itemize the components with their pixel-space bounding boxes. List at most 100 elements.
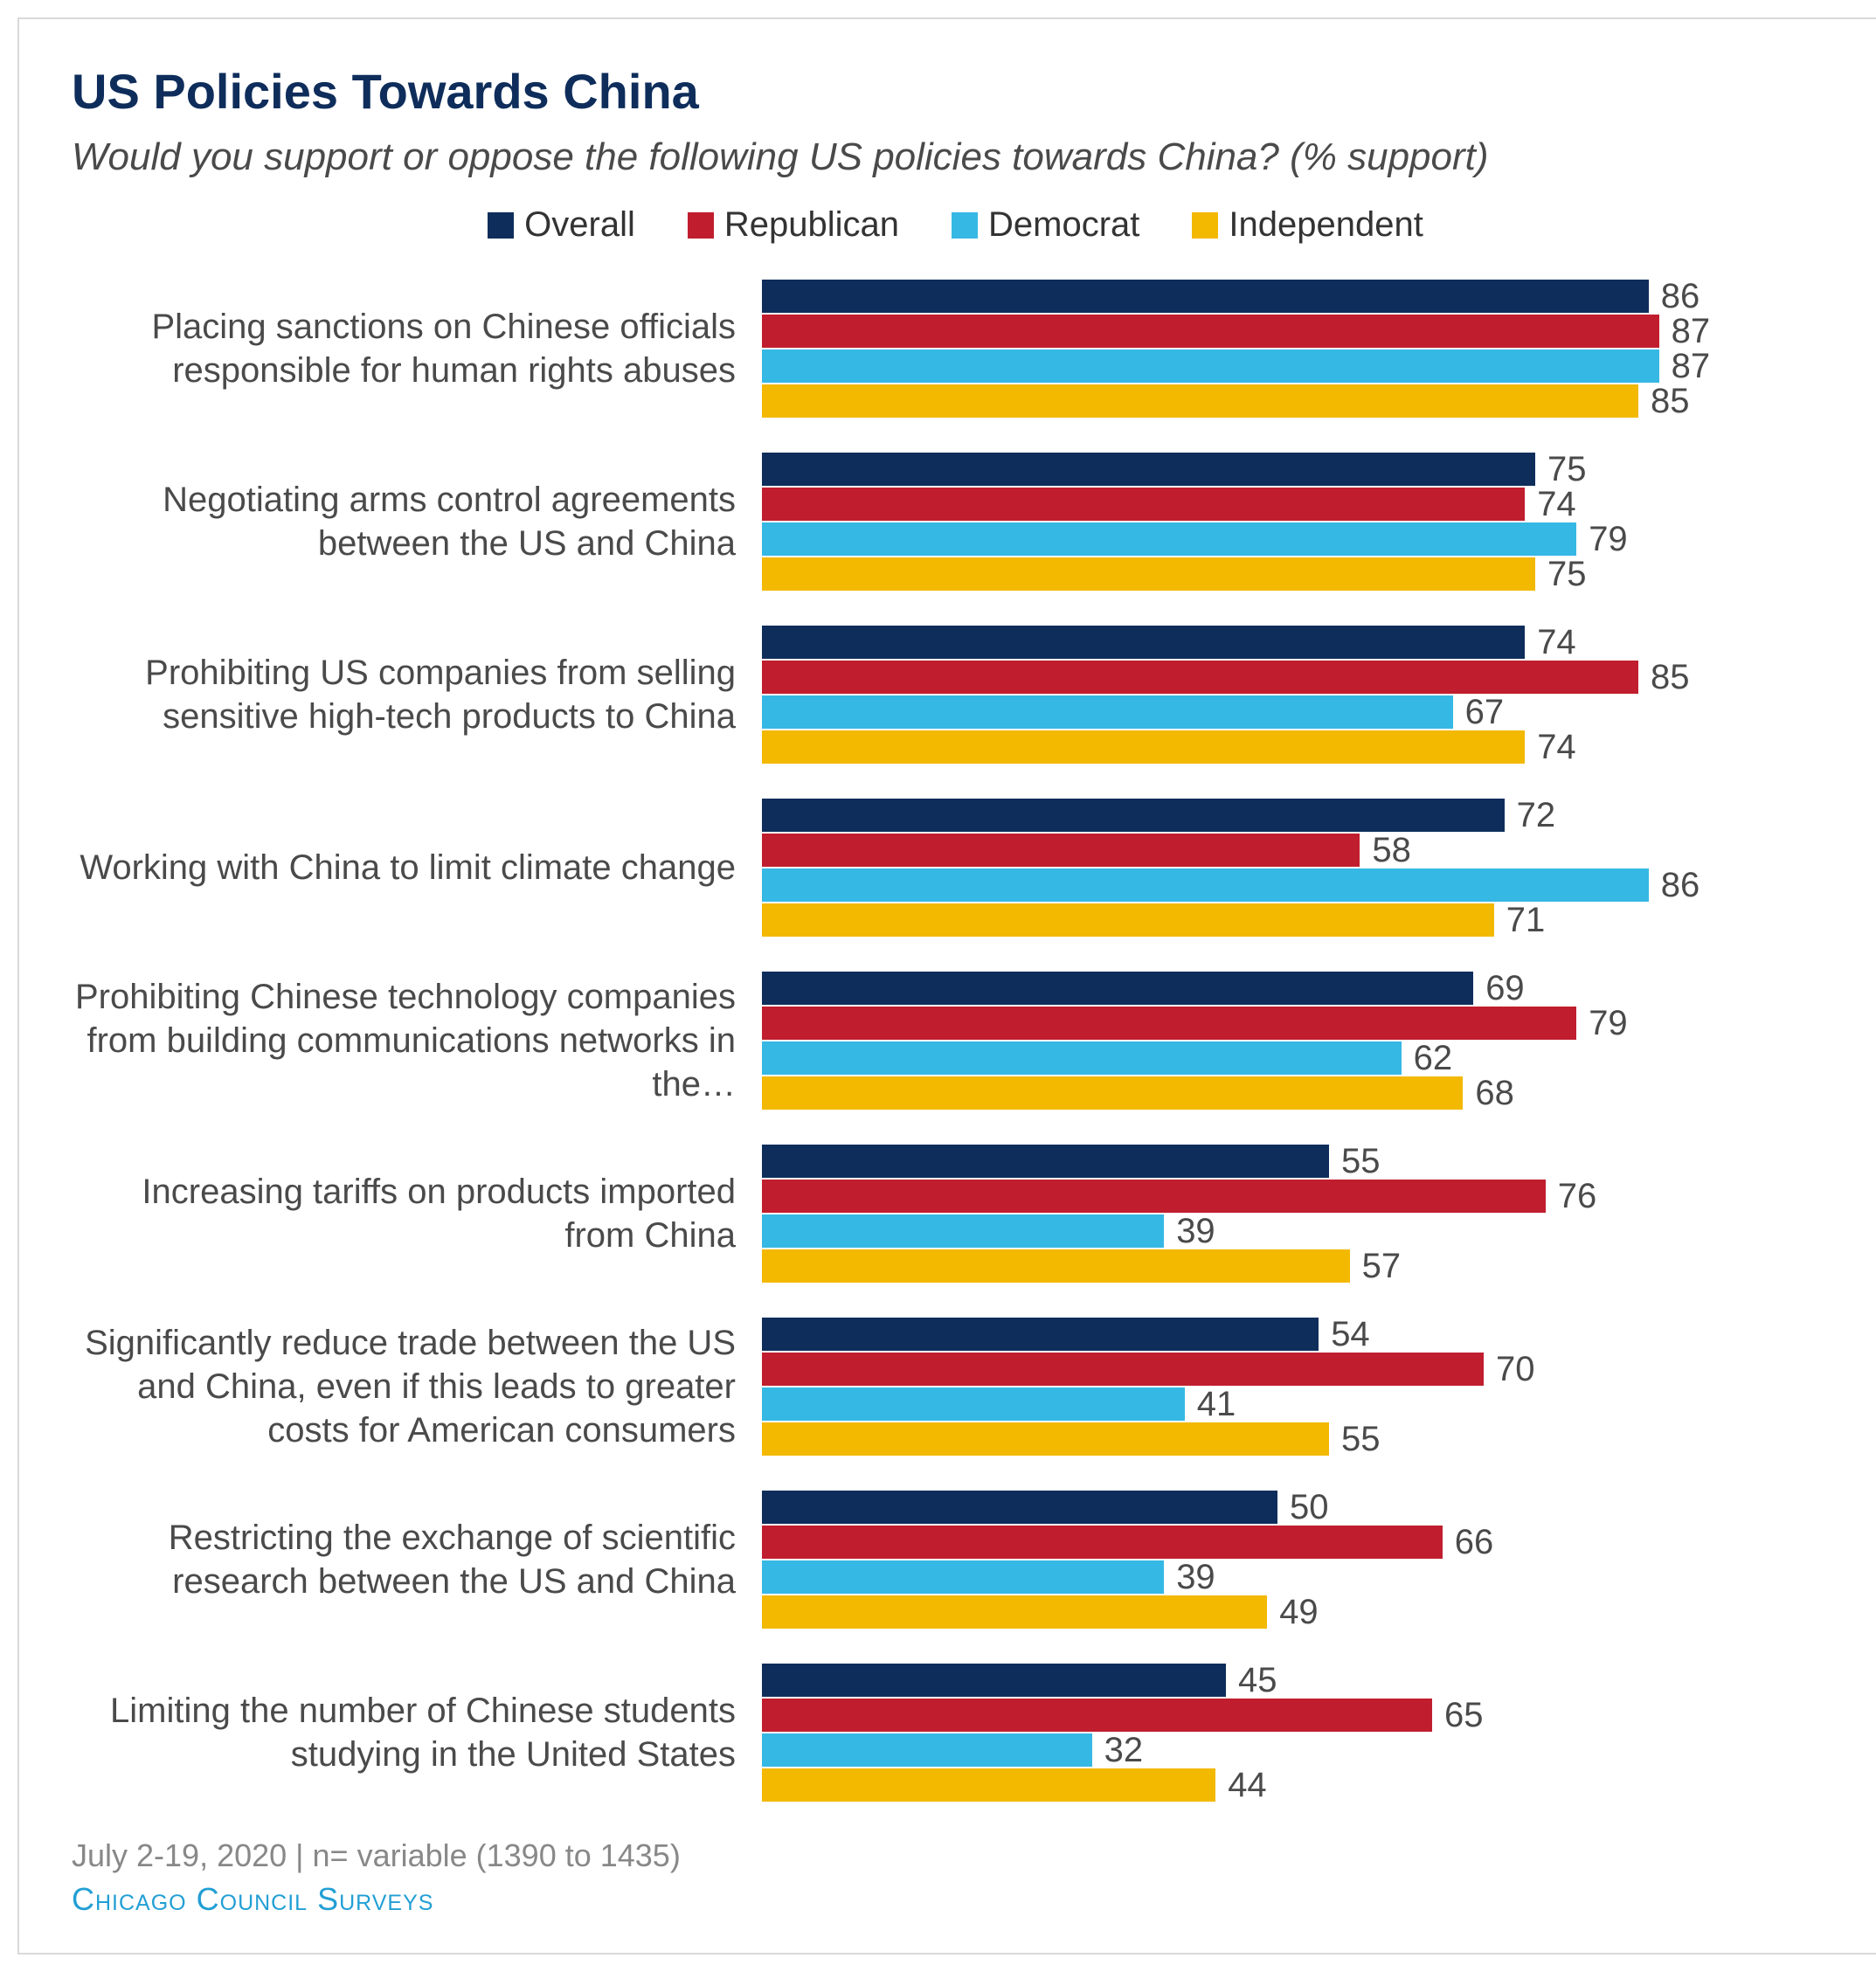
category-group: Increasing tariffs on products imported … xyxy=(72,1145,1839,1283)
bar-value: 85 xyxy=(1651,382,1690,421)
bar-value: 86 xyxy=(1661,866,1700,905)
bar-value: 54 xyxy=(1331,1315,1370,1354)
bar xyxy=(762,1007,1576,1040)
bar-row: 45 xyxy=(762,1664,1839,1697)
legend-item: Republican xyxy=(688,205,899,245)
bar xyxy=(762,972,1473,1005)
category-label: Prohibiting Chinese technology companies… xyxy=(72,975,762,1106)
bar-stack: 55763957 xyxy=(762,1145,1839,1283)
category-label: Limiting the number of Chinese students … xyxy=(72,1689,762,1776)
bar-row: 39 xyxy=(762,1214,1839,1248)
category-group: Significantly reduce trade between the U… xyxy=(72,1318,1839,1456)
legend-label: Independent xyxy=(1229,205,1423,245)
bar-row: 87 xyxy=(762,315,1839,348)
bar-value: 85 xyxy=(1651,658,1690,697)
bar-stack: 75747975 xyxy=(762,453,1839,591)
bar xyxy=(762,1733,1092,1767)
bar xyxy=(762,1491,1277,1524)
category-label: Prohibiting US companies from selling se… xyxy=(72,651,762,738)
bar-value: 39 xyxy=(1176,1212,1215,1251)
category-group: Placing sanctions on Chinese officials r… xyxy=(72,280,1839,418)
bar-value: 66 xyxy=(1455,1523,1494,1562)
legend-label: Republican xyxy=(724,205,899,245)
bar-value: 65 xyxy=(1444,1696,1484,1735)
category-label: Increasing tariffs on products imported … xyxy=(72,1170,762,1257)
bar-value: 68 xyxy=(1475,1074,1514,1113)
bar xyxy=(762,1560,1164,1594)
chart-subtitle: Would you support or oppose the followin… xyxy=(72,135,1839,179)
bar-row: 86 xyxy=(762,868,1839,902)
bar-value: 74 xyxy=(1537,485,1576,524)
bar-row: 57 xyxy=(762,1249,1839,1283)
bar xyxy=(762,1422,1329,1456)
bar-row: 79 xyxy=(762,1007,1839,1040)
bar-stack: 74856774 xyxy=(762,626,1839,764)
bar-row: 75 xyxy=(762,557,1839,591)
bar xyxy=(762,557,1535,591)
bar xyxy=(762,1387,1185,1421)
category-label: Placing sanctions on Chinese officials r… xyxy=(72,305,762,392)
legend-swatch xyxy=(952,212,978,239)
bar xyxy=(762,730,1525,764)
bar-value: 67 xyxy=(1465,693,1505,732)
bar-row: 71 xyxy=(762,903,1839,937)
bar xyxy=(762,1664,1226,1697)
category-label: Significantly reduce trade between the U… xyxy=(72,1321,762,1452)
legend-swatch xyxy=(488,212,514,239)
legend-label: Overall xyxy=(524,205,635,245)
legend: Overall Republican Democrat Independent xyxy=(72,205,1839,245)
bar-row: 68 xyxy=(762,1076,1839,1110)
bar xyxy=(762,834,1360,867)
bar xyxy=(762,1595,1267,1629)
bar-value: 87 xyxy=(1672,312,1711,351)
bar-row: 65 xyxy=(762,1699,1839,1732)
footer-source: Chicago Council Surveys xyxy=(72,1881,681,1918)
bar xyxy=(762,349,1659,383)
bar xyxy=(762,868,1649,902)
legend-swatch xyxy=(688,212,714,239)
category-group: Working with China to limit climate chan… xyxy=(72,799,1839,937)
category-group: Limiting the number of Chinese students … xyxy=(72,1664,1839,1802)
bar-row: 58 xyxy=(762,834,1839,867)
bar xyxy=(762,1768,1215,1802)
chart-title: US Policies Towards China xyxy=(72,63,1839,120)
bar-row: 62 xyxy=(762,1041,1839,1075)
bar-stack: 697962 68 xyxy=(762,972,1839,1110)
bar-value: 62 xyxy=(1414,1039,1453,1078)
bar-row: 85 xyxy=(762,661,1839,694)
bar-stack: 45653244 xyxy=(762,1664,1839,1802)
bar-row: 69 xyxy=(762,972,1839,1005)
bar-value: 45 xyxy=(1238,1661,1277,1700)
bar xyxy=(762,1180,1546,1213)
bar-row: 79 xyxy=(762,522,1839,556)
chart-body: Placing sanctions on Chinese officials r… xyxy=(72,280,1839,1837)
legend-item: Overall xyxy=(488,205,635,245)
bar-stack: 86878785 xyxy=(762,280,1839,418)
bar xyxy=(762,626,1525,659)
bar-row: 66 xyxy=(762,1526,1839,1559)
bar xyxy=(762,661,1638,694)
legend-item: Independent xyxy=(1192,205,1423,245)
bar-value: 75 xyxy=(1547,555,1587,594)
bar xyxy=(762,280,1649,313)
bar-stack: 54704155 xyxy=(762,1318,1839,1456)
bar-row: 50 xyxy=(762,1491,1839,1524)
bar-row: 72 xyxy=(762,799,1839,832)
chart-footer: July 2-19, 2020 | n= variable (1390 to 1… xyxy=(72,1837,681,1918)
bar-row: 74 xyxy=(762,626,1839,659)
bar-value: 44 xyxy=(1228,1766,1267,1805)
bar xyxy=(762,1526,1443,1559)
bar-row: 49 xyxy=(762,1595,1839,1629)
category-group: Negotiating arms control agreements betw… xyxy=(72,453,1839,591)
bar-row: 85 xyxy=(762,384,1839,418)
footer-note: July 2-19, 2020 | n= variable (1390 to 1… xyxy=(72,1837,681,1874)
bar-row: 67 xyxy=(762,695,1839,729)
bar-value: 55 xyxy=(1341,1142,1381,1181)
bar xyxy=(762,1076,1463,1110)
bar-row: 55 xyxy=(762,1422,1839,1456)
bar xyxy=(762,522,1576,556)
bar-value: 39 xyxy=(1176,1558,1215,1597)
bar-stack: 72588671 xyxy=(762,799,1839,937)
legend-label: Democrat xyxy=(988,205,1139,245)
bar-row: 86 xyxy=(762,280,1839,313)
